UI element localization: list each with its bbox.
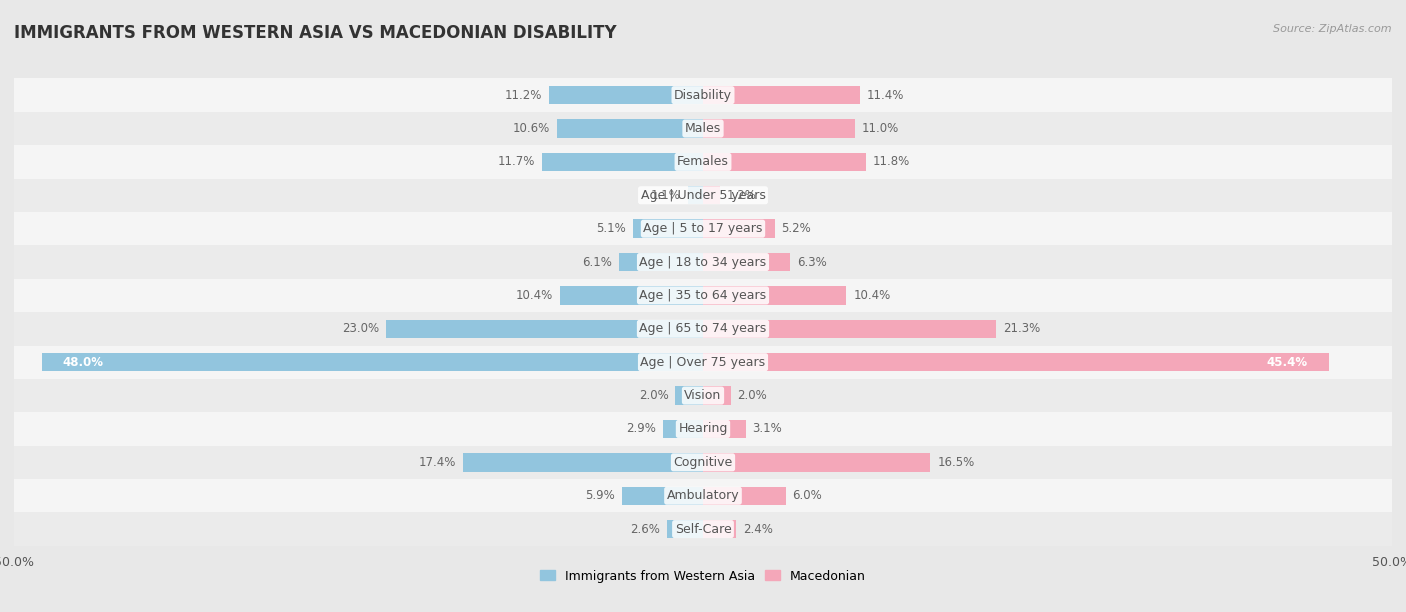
Bar <box>703 319 997 338</box>
Text: 16.5%: 16.5% <box>938 456 974 469</box>
Bar <box>14 512 1392 546</box>
Text: Ambulatory: Ambulatory <box>666 489 740 502</box>
Bar <box>14 412 1392 446</box>
Text: 2.0%: 2.0% <box>738 389 768 402</box>
Text: Males: Males <box>685 122 721 135</box>
Text: Age | Under 5 years: Age | Under 5 years <box>641 188 765 202</box>
Text: Age | 5 to 17 years: Age | 5 to 17 years <box>644 222 762 235</box>
Text: 5.2%: 5.2% <box>782 222 811 235</box>
Bar <box>688 186 703 204</box>
Text: 11.7%: 11.7% <box>498 155 534 168</box>
Bar <box>14 278 1392 312</box>
Text: 5.9%: 5.9% <box>585 489 614 502</box>
Legend: Immigrants from Western Asia, Macedonian: Immigrants from Western Asia, Macedonian <box>536 564 870 588</box>
Text: IMMIGRANTS FROM WESTERN ASIA VS MACEDONIAN DISABILITY: IMMIGRANTS FROM WESTERN ASIA VS MACEDONI… <box>14 24 617 42</box>
Bar <box>14 245 1392 278</box>
Text: 45.4%: 45.4% <box>1267 356 1308 368</box>
Bar <box>560 286 703 305</box>
Bar <box>703 286 846 305</box>
Bar <box>14 312 1392 346</box>
Text: 48.0%: 48.0% <box>62 356 103 368</box>
Text: 6.3%: 6.3% <box>797 256 827 269</box>
Text: 2.0%: 2.0% <box>638 389 669 402</box>
Bar <box>668 520 703 539</box>
Bar <box>675 386 703 405</box>
Text: 2.4%: 2.4% <box>742 523 773 536</box>
Text: Source: ZipAtlas.com: Source: ZipAtlas.com <box>1274 24 1392 34</box>
Text: Age | Over 75 years: Age | Over 75 years <box>641 356 765 368</box>
Bar <box>703 253 790 271</box>
Text: 3.1%: 3.1% <box>752 422 782 436</box>
Text: Age | 35 to 64 years: Age | 35 to 64 years <box>640 289 766 302</box>
Bar <box>703 453 931 471</box>
Bar <box>548 86 703 104</box>
Text: 11.0%: 11.0% <box>862 122 898 135</box>
Bar <box>463 453 703 471</box>
Text: 2.6%: 2.6% <box>630 523 661 536</box>
Text: 10.4%: 10.4% <box>516 289 553 302</box>
Bar <box>14 179 1392 212</box>
Bar <box>703 186 720 204</box>
Bar <box>14 379 1392 412</box>
Text: 2.9%: 2.9% <box>626 422 657 436</box>
Text: Hearing: Hearing <box>678 422 728 436</box>
Text: 6.1%: 6.1% <box>582 256 612 269</box>
Bar <box>557 119 703 138</box>
Bar <box>14 112 1392 145</box>
Bar <box>703 220 775 238</box>
Bar <box>14 78 1392 112</box>
Text: 10.4%: 10.4% <box>853 289 890 302</box>
Text: 17.4%: 17.4% <box>419 456 457 469</box>
Text: Disability: Disability <box>673 89 733 102</box>
Bar <box>14 145 1392 179</box>
Bar <box>703 353 1329 371</box>
Bar <box>14 346 1392 379</box>
Text: Self-Care: Self-Care <box>675 523 731 536</box>
Text: 1.2%: 1.2% <box>727 188 756 202</box>
Bar <box>664 420 703 438</box>
Bar <box>703 520 737 539</box>
Text: Vision: Vision <box>685 389 721 402</box>
Text: 1.1%: 1.1% <box>651 188 681 202</box>
Bar <box>14 479 1392 512</box>
Bar <box>42 353 703 371</box>
Text: 11.8%: 11.8% <box>873 155 910 168</box>
Bar <box>633 220 703 238</box>
Text: Cognitive: Cognitive <box>673 456 733 469</box>
Bar <box>703 86 860 104</box>
Text: 5.1%: 5.1% <box>596 222 626 235</box>
Bar <box>703 153 866 171</box>
Text: 6.0%: 6.0% <box>793 489 823 502</box>
Text: 11.2%: 11.2% <box>505 89 541 102</box>
Text: 23.0%: 23.0% <box>342 323 380 335</box>
Bar <box>703 119 855 138</box>
Text: 10.6%: 10.6% <box>513 122 550 135</box>
Bar <box>14 446 1392 479</box>
Text: Age | 65 to 74 years: Age | 65 to 74 years <box>640 323 766 335</box>
Text: Females: Females <box>678 155 728 168</box>
Text: 11.4%: 11.4% <box>868 89 904 102</box>
Bar <box>619 253 703 271</box>
Text: Age | 18 to 34 years: Age | 18 to 34 years <box>640 256 766 269</box>
Bar <box>703 420 745 438</box>
Bar <box>541 153 703 171</box>
Bar <box>14 212 1392 245</box>
Text: 21.3%: 21.3% <box>1004 323 1040 335</box>
Bar <box>387 319 703 338</box>
Bar <box>703 487 786 505</box>
Bar <box>703 386 731 405</box>
Bar <box>621 487 703 505</box>
